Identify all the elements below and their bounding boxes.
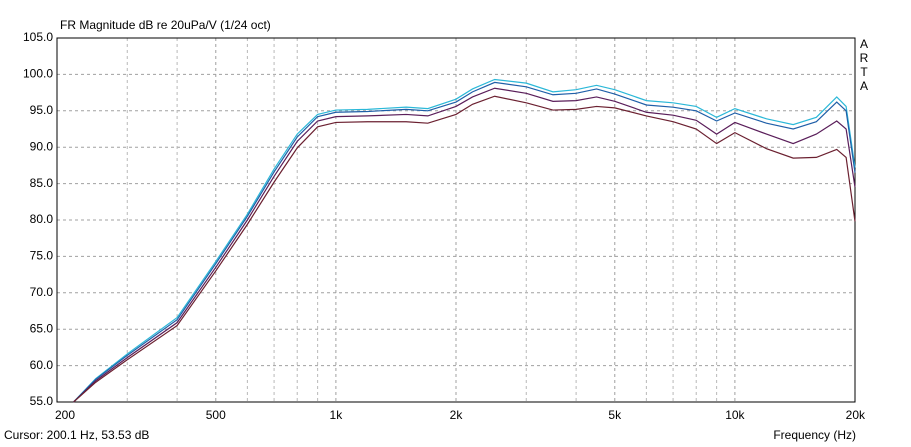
y-tick-label: 75.0 [30,249,54,263]
series-line [73,81,856,403]
series-line [73,95,856,403]
y-tick-label: 65.0 [30,321,54,335]
chart-title: FR Magnitude dB re 20uPa/V (1/24 oct) [60,18,271,32]
x-tick-label: 500 [206,408,226,422]
y-tick-label: 95.0 [30,103,54,117]
y-tick-label: 85.0 [30,176,54,190]
y-tick-label: 55.0 [30,394,54,408]
series-line [73,87,856,403]
y-tick-label: 100.0 [23,67,53,81]
x-tick-label: 1k [330,408,344,422]
x-tick-label: 10k [725,408,745,422]
x-axis-label: Frequency (Hz) [773,428,856,442]
y-tick-label: 60.0 [30,358,54,372]
y-tick-label: 105.0 [23,30,53,44]
x-tick-label: 2k [450,408,464,422]
series-line [73,78,856,403]
x-tick-label: 5k [608,408,622,422]
cursor-readout: Cursor: 200.1 Hz, 53.53 dB [4,428,149,442]
y-tick-label: 80.0 [30,212,54,226]
y-tick-label: 70.0 [30,285,54,299]
x-tick-label: 20k [846,408,866,422]
y-tick-label: 90.0 [30,139,54,153]
x-tick-label: 200 [55,408,75,422]
